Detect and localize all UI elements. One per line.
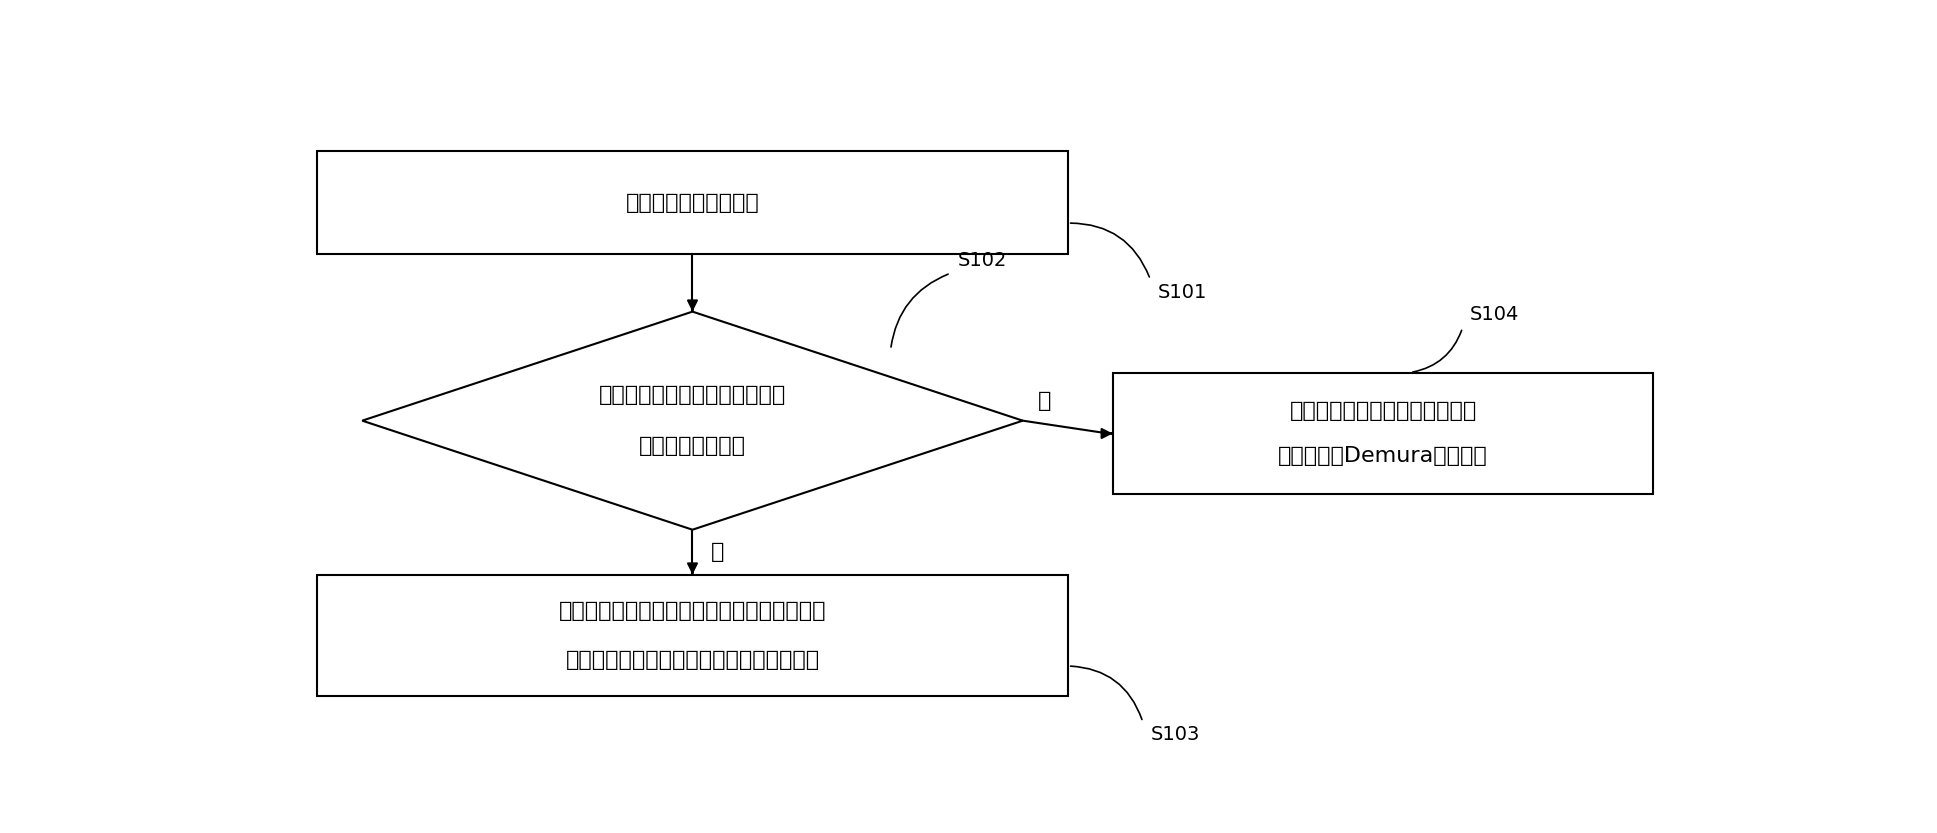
Text: S103: S103 xyxy=(1151,726,1199,745)
Text: 按照第二补偿方式补偿，第二补: 按照第二补偿方式补偿，第二补 xyxy=(1290,401,1476,421)
Bar xyxy=(318,575,1067,696)
Polygon shape xyxy=(362,312,1023,530)
Text: 是: 是 xyxy=(711,542,724,562)
Text: S101: S101 xyxy=(1158,282,1207,302)
Bar xyxy=(1112,372,1654,495)
Text: 是否符合预设条件: 是否符合预设条件 xyxy=(639,436,746,456)
Text: 按照第一补偿方式补偿显示屏的亮度，第一补: 按照第一补偿方式补偿显示屏的亮度，第一补 xyxy=(558,601,827,621)
Text: 获取显示屏的亮度信息: 获取显示屏的亮度信息 xyxy=(626,192,759,212)
Text: S102: S102 xyxy=(959,251,1007,270)
Text: 根据亮度信息确定显示屏的亮度: 根据亮度信息确定显示屏的亮度 xyxy=(599,385,786,405)
Text: 否: 否 xyxy=(1038,391,1052,411)
Bar xyxy=(318,152,1067,254)
Text: 偿方式包括以预设波长范围的光照射显示屏: 偿方式包括以预设波长范围的光照射显示屏 xyxy=(566,650,819,670)
Text: S104: S104 xyxy=(1470,306,1519,325)
Text: 偿方式包括Demura补偿方式: 偿方式包括Demura补偿方式 xyxy=(1278,446,1488,466)
